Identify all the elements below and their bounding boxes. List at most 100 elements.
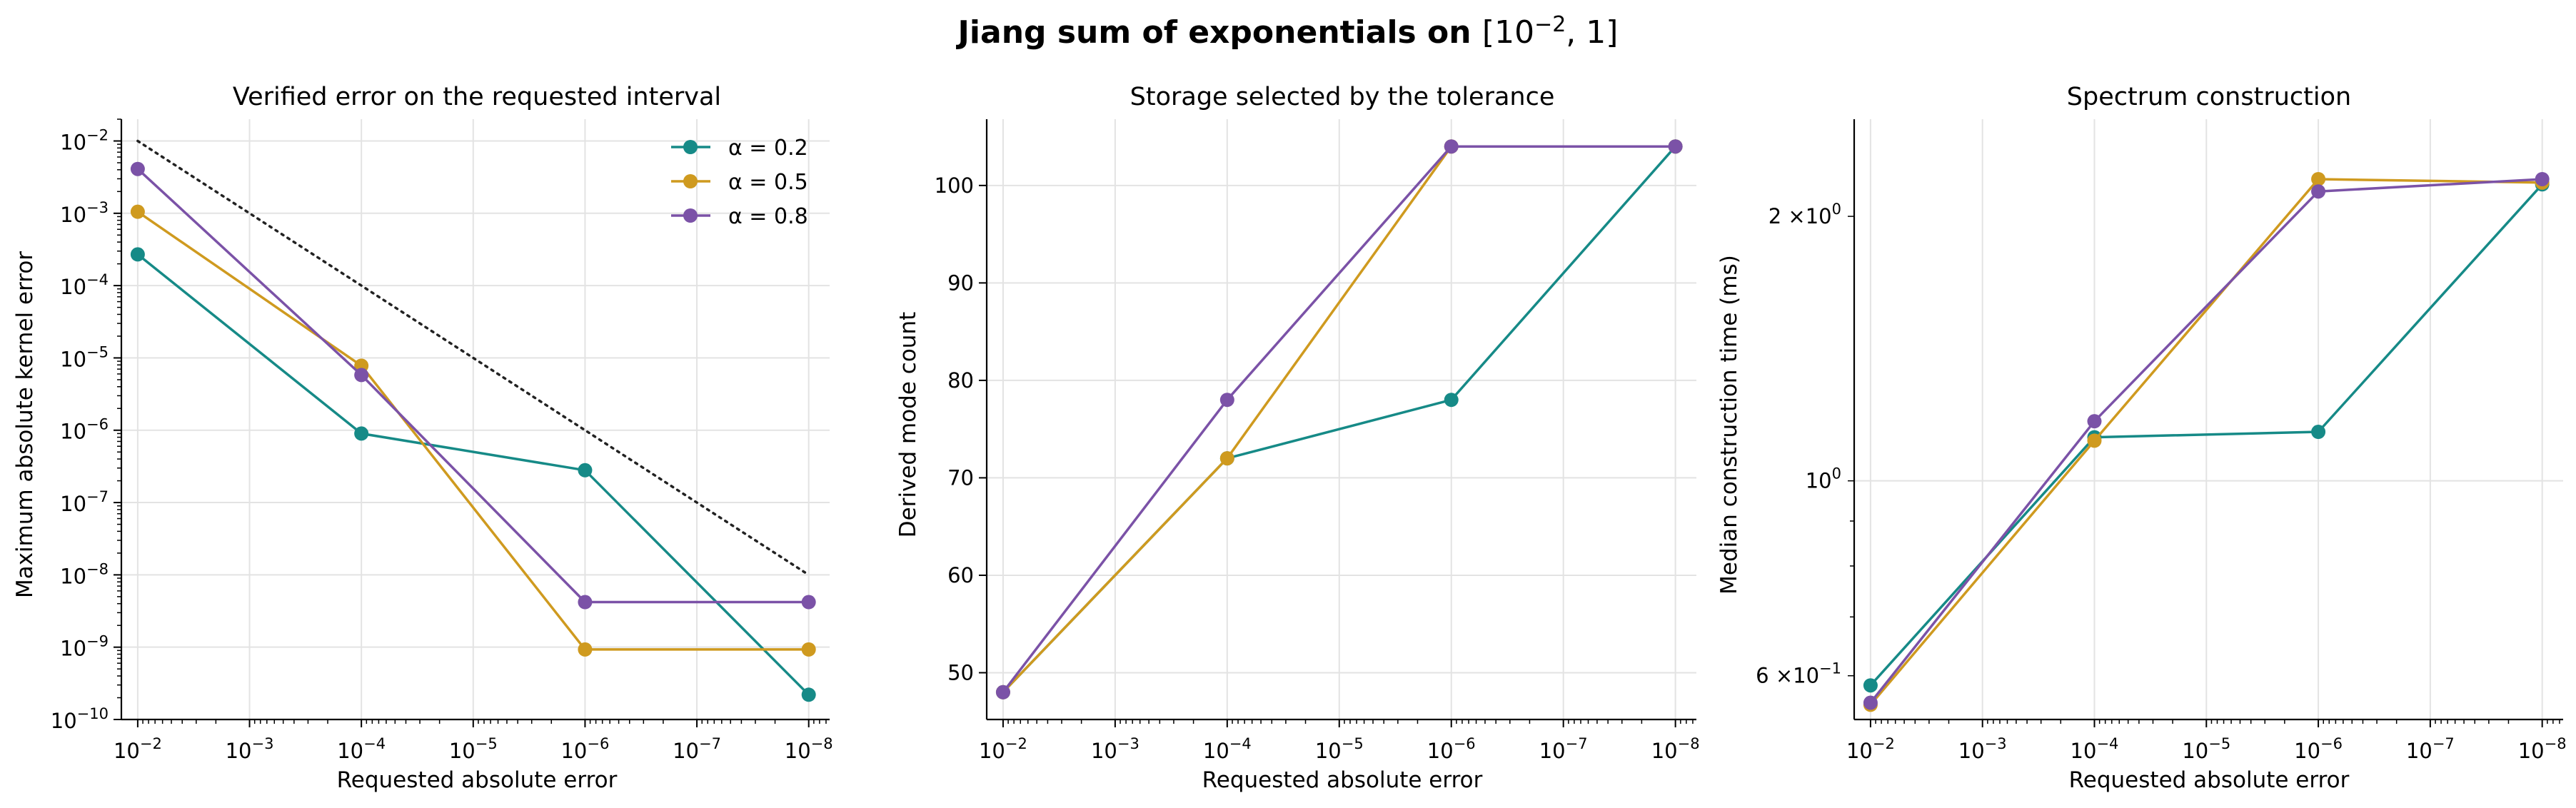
data-point	[2087, 414, 2102, 429]
y-tick-label: 2 ×100	[1769, 201, 1841, 228]
x-tick-label: 10−3	[1091, 735, 1139, 763]
y-tick-label: 10−9	[60, 633, 109, 661]
series-line	[1869, 178, 2542, 704]
y-axis-label: Median construction time (ms)	[1716, 255, 1742, 595]
y-tick-label: 50	[947, 660, 974, 685]
ticks: 10−2 10−3 10−4 10−5 10−6 10−7 10−8 2 ×100 100 6 ×…	[1756, 201, 2566, 763]
x-tick-label: 10−3	[1958, 735, 2007, 763]
x-tick-label: 10−8	[1651, 735, 1700, 763]
x-tick-label: 10−2	[979, 735, 1027, 763]
x-tick-label: 10−8	[785, 735, 833, 763]
series-1	[130, 247, 816, 702]
y-tick-label: 100	[1806, 465, 1841, 493]
grid	[1854, 119, 2563, 719]
y-tick-label: 10−2	[60, 126, 109, 154]
x-tick-label: 10−5	[449, 735, 498, 763]
legend-label: α = 0.2	[728, 136, 808, 161]
x-tick-label: 10−6	[1427, 735, 1476, 763]
x-tick-label: 10−7	[673, 735, 721, 763]
panel-title: Verified error on the requested interval	[233, 83, 721, 111]
y-tick-label: 60	[947, 563, 974, 587]
series-3	[1863, 171, 2550, 710]
x-tick-label: 10−5	[1315, 735, 1364, 763]
y-tick-label: 100	[935, 173, 974, 198]
x-tick-label: 10−7	[2406, 735, 2455, 763]
panel-title: Spectrum construction	[2067, 83, 2351, 111]
data-point	[578, 463, 593, 478]
data-point	[2311, 425, 2326, 440]
series-line	[136, 211, 809, 651]
x-tick-label: 10−6	[560, 735, 609, 763]
panel-title: Storage selected by the tolerance	[1130, 83, 1555, 111]
data-point	[1219, 393, 1234, 408]
data-point	[2311, 171, 2326, 186]
panel-verified-error: Verified error on the requested interval…	[12, 83, 833, 793]
x-tick-label: 10−6	[2294, 735, 2343, 763]
data-point	[801, 595, 816, 610]
series-3	[130, 161, 816, 610]
figure-title: Jiang sum of exponentials on [10−2, 1]	[956, 12, 1619, 51]
data-point	[354, 426, 369, 441]
ticks: 10−2 10−3 10−4 10−5 10−6 10−7 10−8 10−2 10−3 10−4…	[51, 118, 833, 763]
data-point	[2535, 171, 2550, 186]
data-point	[801, 642, 816, 657]
series-2	[130, 204, 816, 657]
y-tick-label: 10−4	[60, 271, 109, 299]
data-point	[578, 642, 593, 657]
data-point	[1863, 678, 1878, 693]
x-axis-label: Requested absolute error	[337, 767, 618, 793]
x-tick-label: 10−5	[2182, 735, 2230, 763]
y-tick-label: 10−5	[60, 343, 109, 371]
y-tick-label: 80	[947, 368, 974, 393]
legend: α = 0.2 α = 0.5 α = 0.8	[671, 136, 808, 229]
x-tick-label: 10−4	[2071, 735, 2119, 763]
x-axis-label: Requested absolute error	[2069, 767, 2350, 793]
series-line	[136, 253, 810, 696]
y-tick-label: 70	[947, 465, 974, 490]
legend-label: α = 0.8	[728, 204, 808, 229]
ticks: 10−2 10−3 10−4 10−5 10−6 10−7 10−8 50 60 70 80 90 10…	[935, 173, 1700, 763]
data-point	[1444, 139, 1459, 154]
x-tick-label: 10−3	[226, 735, 274, 763]
data-point	[130, 204, 145, 219]
series-line	[1002, 145, 1676, 693]
data-point	[578, 595, 593, 610]
legend-label: α = 0.5	[728, 170, 808, 195]
legend-marker	[683, 174, 698, 188]
panel-spectrum-construction: Spectrum construction Requested absolute…	[1716, 83, 2567, 793]
x-tick-label: 10−2	[114, 735, 162, 763]
data-point	[130, 247, 145, 262]
data-point	[1219, 451, 1234, 466]
y-tick-label: 10−3	[60, 199, 109, 227]
y-tick-label: 10−7	[60, 488, 109, 516]
grid	[987, 119, 1696, 719]
x-tick-label: 10−7	[1539, 735, 1588, 763]
data-point	[2311, 184, 2326, 199]
y-axis-label: Maximum absolute kernel error	[12, 251, 38, 598]
data-point	[354, 368, 369, 383]
grid	[121, 119, 830, 720]
data-point	[2087, 433, 2102, 448]
data-point	[1668, 139, 1683, 154]
series-line	[1869, 178, 2542, 706]
x-tick-label: 10−8	[2518, 735, 2567, 763]
y-tick-label: 90	[947, 271, 974, 295]
y-tick-label: 10−8	[60, 560, 109, 588]
y-tick-label: 10−6	[60, 416, 109, 444]
x-axis-label: Requested absolute error	[1202, 767, 1483, 793]
reference-line	[136, 139, 810, 577]
data-point	[801, 687, 816, 702]
y-tick-label: 6 ×10−1	[1756, 660, 1841, 688]
series-3	[995, 139, 1683, 700]
legend-marker	[683, 140, 698, 154]
y-axis-label: Derived mode count	[895, 312, 921, 537]
x-tick-label: 10−2	[1846, 735, 1895, 763]
x-tick-label: 10−4	[1203, 735, 1252, 763]
data-point	[1863, 695, 1878, 710]
legend-marker	[683, 208, 698, 223]
y-tick-label: 10−10	[51, 705, 109, 733]
series-line	[136, 168, 809, 604]
data-point	[1444, 393, 1459, 408]
data-point	[995, 685, 1010, 700]
